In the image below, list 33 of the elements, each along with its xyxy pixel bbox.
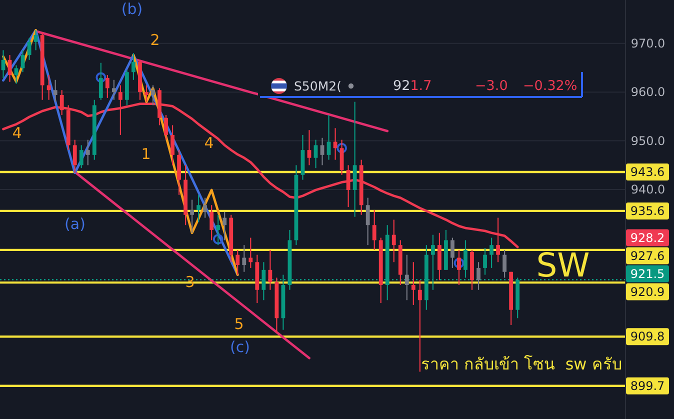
price-badge: 909.8 <box>626 328 669 346</box>
annotation: ราคา กลับเข้า โซน sw ครับ <box>421 354 622 374</box>
ref-line-label: 921.5 <box>630 266 665 281</box>
annotation: −3.0 <box>475 78 508 94</box>
annotation: 4 <box>204 134 214 152</box>
tick-label: 960.0 <box>630 85 666 100</box>
annotation: (a) <box>64 215 86 233</box>
price-badge: 927.6 <box>626 247 669 264</box>
annotation: 4 <box>12 124 22 142</box>
annotation: SW <box>536 246 590 284</box>
tick-label: 950.0 <box>630 134 666 148</box>
annotation: 2 <box>150 31 160 49</box>
annotation: S50M2( <box>294 78 342 94</box>
price-badge: 943.6 <box>626 163 669 180</box>
ref-line-label: 927.6 <box>630 248 665 263</box>
ref-line-label: 943.6 <box>630 164 665 179</box>
annotation: (b) <box>121 0 143 18</box>
tick-label: 940.0 <box>630 182 666 197</box>
ref-line-label: 909.8 <box>630 330 665 344</box>
annotation: 928.2 <box>626 229 669 246</box>
price-badge: 899.7 <box>626 377 669 394</box>
price-badge: 935.6 <box>626 202 669 220</box>
annotation: 5 <box>234 315 244 333</box>
annotation: 1 <box>141 145 151 163</box>
ref-line-label: 899.7 <box>630 378 665 393</box>
tick-label: 970.0 <box>630 36 666 50</box>
annotation: −0.32% <box>523 78 578 94</box>
ref-line-label: 920.9 <box>630 284 665 299</box>
price-badge: 920.9 <box>626 283 669 300</box>
annotation: 921.7 <box>393 78 432 94</box>
ref-line-label: 935.6 <box>630 204 665 218</box>
price-badge: 921.5 <box>626 265 669 282</box>
annotation: (c) <box>230 338 250 356</box>
